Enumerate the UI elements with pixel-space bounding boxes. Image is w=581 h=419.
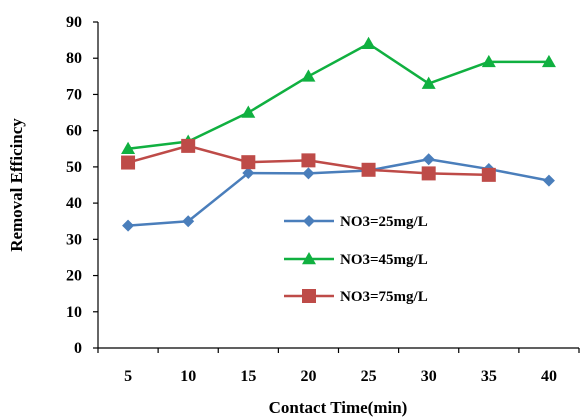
series-line (127, 158, 550, 227)
data-point (182, 215, 195, 228)
y-tick-label: 0 (74, 340, 82, 357)
x-tick-label: 20 (300, 368, 316, 385)
data-point (421, 166, 436, 181)
data-point (122, 219, 135, 232)
data-point (241, 155, 256, 170)
y-tick-label: 70 (66, 86, 82, 103)
legend-item: NO3=45mg/L (284, 252, 428, 268)
data-point (242, 167, 255, 180)
data-point (361, 162, 376, 177)
legend-label: NO3=45mg/L (340, 252, 428, 268)
legend-item: NO3=25mg/L (284, 214, 428, 230)
data-point (541, 54, 556, 68)
series-layer (121, 36, 556, 232)
x-tick-label: 35 (481, 368, 497, 385)
data-point (542, 174, 555, 187)
x-tick-label: 40 (541, 368, 557, 385)
x-tick-label: 15 (240, 368, 256, 385)
y-tick-label: 60 (66, 123, 82, 140)
x-tick-label: 5 (124, 368, 132, 385)
data-point (241, 105, 256, 118)
legend-swatch-marker (302, 252, 316, 265)
legend-swatch-marker (302, 289, 316, 303)
data-point (301, 153, 316, 168)
y-tick-label: 40 (66, 195, 82, 212)
data-point (302, 167, 315, 180)
legend-label: NO3=75mg/L (340, 289, 428, 305)
series-2 (121, 36, 556, 155)
data-point (421, 76, 436, 89)
legend-label: NO3=25mg/L (340, 214, 428, 230)
data-point (301, 69, 316, 82)
legend-swatch-marker (303, 215, 315, 227)
x-axis-ticks: 5 10 15 20 25 30 35 40 (97, 348, 580, 385)
y-tick-label: 90 (66, 14, 82, 31)
y-axis-ticks: 0 10 20 30 40 50 60 70 80 90 (66, 14, 98, 357)
series-line (127, 42, 549, 151)
y-tick-label: 30 (66, 231, 82, 248)
data-point (422, 153, 435, 166)
y-tick-label: 80 (66, 50, 82, 67)
x-tick-label: 25 (361, 368, 377, 385)
x-tick-label: 10 (180, 368, 196, 385)
y-tick-label: 10 (66, 304, 82, 321)
data-point (181, 138, 196, 153)
x-axis-title: Contact Time(min) (269, 398, 408, 417)
y-tick-label: 50 (66, 159, 82, 176)
y-axis-title: Removal Efficincy (7, 118, 26, 252)
y-tick-label: 20 (66, 268, 82, 285)
data-point (121, 141, 136, 155)
legend-item: NO3=75mg/L (284, 289, 428, 305)
data-point (121, 155, 136, 170)
data-point (481, 54, 496, 68)
x-tick-label: 30 (421, 368, 437, 385)
series-3 (121, 138, 496, 182)
legend: NO3=25mg/L NO3=45mg/L NO3=75mg/L (284, 214, 428, 305)
data-point (481, 167, 496, 182)
data-point (361, 36, 376, 49)
